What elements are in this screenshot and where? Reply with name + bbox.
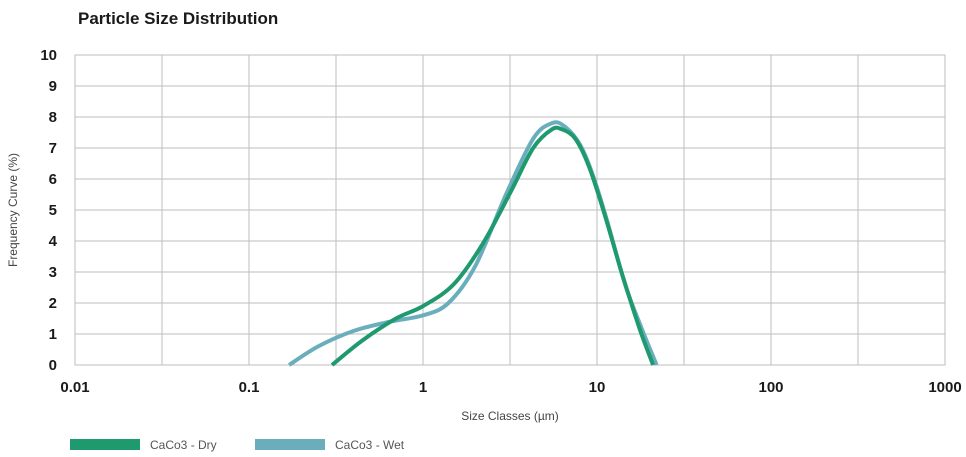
x-tick-label: 1000 [928, 379, 961, 396]
plot-border [74, 54, 946, 366]
x-tick-label: 1 [419, 379, 427, 396]
y-tick-label: 2 [49, 295, 57, 312]
x-axis-label: Size Classes (µm) [461, 409, 559, 423]
x-tick-label: 10 [589, 379, 606, 396]
y-tick-label: 1 [49, 326, 57, 343]
y-tick-label: 7 [49, 140, 57, 157]
y-tick-label: 4 [49, 233, 58, 250]
legend-label: CaCo3 - Wet [335, 438, 405, 452]
x-tick-label: 0.01 [60, 379, 89, 396]
y-tick-label: 5 [49, 202, 57, 219]
y-tick-label: 8 [49, 109, 57, 126]
x-tick-labels: 0.01 0.1 1 10 100 1000 [60, 379, 961, 396]
series-line-wet [288, 120, 659, 367]
legend-swatch [70, 439, 140, 450]
series-lines [288, 120, 659, 367]
y-tick-label: 6 [49, 171, 57, 188]
legend-swatch [255, 439, 325, 450]
x-tick-label: 100 [758, 379, 783, 396]
x-tick-label: 0.1 [239, 379, 260, 396]
y-tick-labels: 0 1 2 3 4 5 6 7 8 9 10 [40, 47, 57, 374]
legend-label: CaCo3 - Dry [150, 438, 217, 452]
y-tick-label: 3 [49, 264, 57, 281]
y-axis-label: Frequency Curve (%) [6, 153, 20, 267]
grid [74, 54, 946, 366]
series-line-dry [330, 125, 655, 367]
chart-title: Particle Size Distribution [78, 9, 279, 28]
y-tick-label: 0 [49, 357, 57, 374]
y-tick-label: 9 [49, 78, 57, 95]
legend: CaCo3 - Dry CaCo3 - Wet [70, 438, 405, 452]
y-tick-label: 10 [40, 47, 57, 64]
